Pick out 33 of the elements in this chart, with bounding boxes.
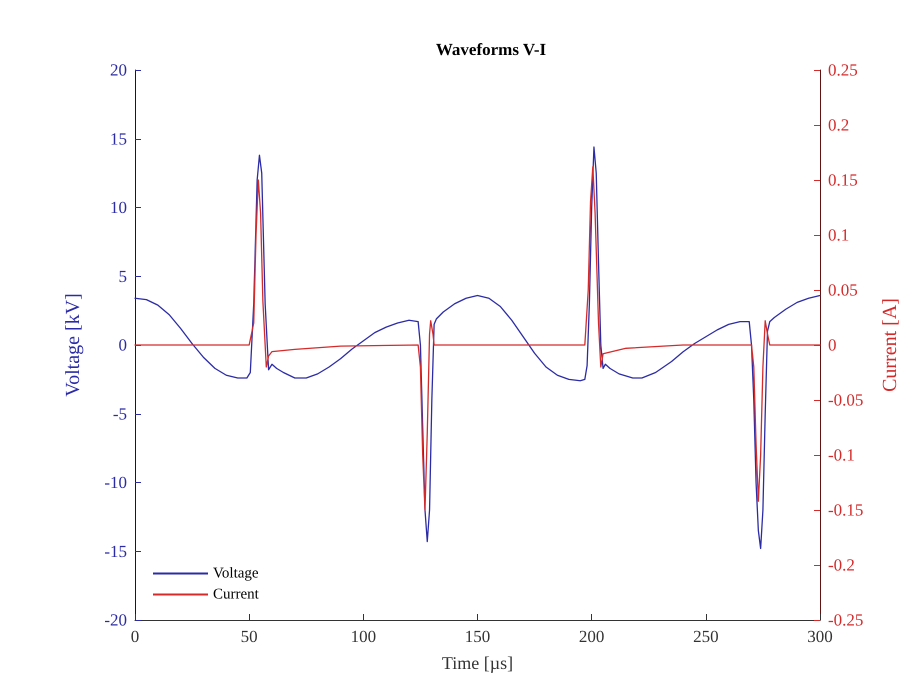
y-tick-label: -5 — [112, 404, 127, 424]
y-tick-label: 10 — [110, 198, 127, 217]
y2-tick-label: 0.1 — [828, 226, 850, 244]
y2-tick-label: -0.1 — [828, 446, 855, 464]
legend-label: Voltage — [213, 566, 259, 582]
y2-axis-title: Current [A] — [879, 298, 901, 392]
x-tick-label: 100 — [350, 627, 376, 646]
y-tick-label: 0 — [118, 336, 127, 354]
x-tick-label: 200 — [578, 627, 604, 646]
y2-tick-label: 0 — [828, 336, 836, 354]
y-tick-label: 20 — [110, 60, 127, 80]
y2-tick-label: -0.25 — [828, 610, 864, 630]
x-tick-label: 0 — [130, 627, 140, 646]
y-axis-title: Voltage [kV] — [62, 293, 84, 397]
y2-tick-label: -0.15 — [828, 500, 864, 520]
y2-tick-label: -0.05 — [828, 390, 864, 410]
y2-tick-label: -0.2 — [828, 556, 855, 574]
y2-tick-label: 0.25 — [828, 60, 858, 80]
y-tick-label: -20 — [104, 610, 127, 630]
x-axis-title: Time [µs] — [442, 653, 514, 673]
x-tick-label: 50 — [240, 627, 258, 646]
y-tick-label: 5 — [118, 266, 127, 286]
y-tick-label: 15 — [110, 129, 127, 148]
x-tick-label: 300 — [807, 627, 833, 646]
y-tick-label: -15 — [104, 542, 127, 561]
y-tick-label: -10 — [104, 473, 127, 492]
x-tick-label: 150 — [464, 627, 490, 646]
x-tick-label: 250 — [693, 627, 719, 646]
chart-title: Waveforms V-I — [436, 40, 547, 59]
y2-tick-label: 0.2 — [828, 116, 850, 134]
legend-label: Current — [213, 586, 260, 602]
y2-tick-label: 0.15 — [828, 170, 858, 190]
y2-tick-label: 0.05 — [828, 280, 858, 300]
